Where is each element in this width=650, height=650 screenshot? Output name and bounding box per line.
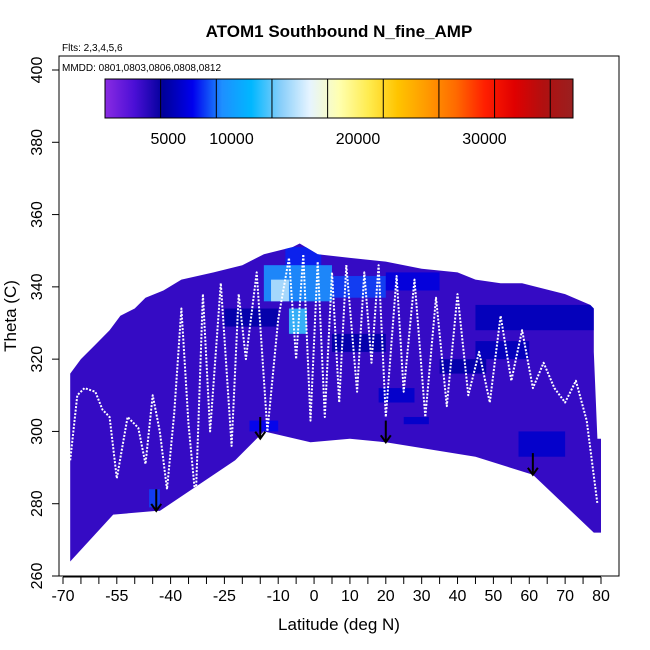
data-patch [249,420,279,432]
x-axis: -70 -55 -40 -25 -10 0 10 20 30 40 50 60 70 80 [51,576,610,605]
x-tick-label: 40 [449,588,467,605]
down-arrow [254,416,267,441]
x-tick-label: 60 [520,588,538,605]
chart-title: ATOM1 Southbound N_fine_AMP [206,22,473,41]
y-tick-label: 260 [29,563,46,590]
data-patch [285,247,322,269]
data-patch [403,416,429,425]
data-patch [475,304,594,331]
data-patch [475,341,530,360]
down-arrow-head [150,503,163,513]
colorbar-tick-label: 10000 [209,131,254,148]
x-tick-label: -55 [105,588,128,605]
flight-tracks [69,253,599,504]
y-tick-label: 340 [29,273,46,300]
x-tick-label: -70 [51,588,74,605]
y-tick-label: 400 [29,57,46,84]
down-arrow-head [527,467,539,477]
flight-track [194,253,348,501]
flight-track [69,307,197,501]
colorbar-tick-label: 5000 [150,131,186,148]
x-tick-label: 80 [592,588,610,605]
down-arrow [527,453,539,477]
flights-subtitle: Flts: 2,3,4,5,6 [62,43,123,54]
x-tick-label: -40 [159,588,182,605]
y-axis-label: Theta (C) [1,280,20,352]
x-tick-label: 70 [556,588,574,605]
x-tick-label: 50 [485,588,503,605]
data-patch [518,431,566,457]
x-tick-label: 0 [310,588,319,605]
colorbar-dividers [160,79,551,118]
data-patch [149,489,160,508]
data-region-fill [70,243,601,562]
dates-subtitle: MMDD: 0801,0803,0806,0808,0812 [62,63,221,74]
y-axis: 260 280 300 320 340 360 380 400 [29,57,60,590]
down-arrow-head [379,434,392,444]
colorbar-tick-label: 20000 [336,131,381,148]
x-tick-label: 30 [413,588,431,605]
y-tick-label: 380 [29,129,46,156]
colorbar-tick-labels: 5000 10000 20000 30000 [150,131,506,148]
down-arrow [379,420,392,444]
x-axis-label: Latitude (deg N) [278,615,400,634]
y-tick-label: 320 [29,346,46,373]
x-tick-label: -10 [267,588,290,605]
colorbar-tick-label: 30000 [462,131,507,148]
x-tick-label: 20 [377,588,395,605]
down-arrow-head [254,431,267,441]
x-tick-label: 10 [341,588,359,605]
data-patch [439,359,487,374]
data-patch [378,388,415,403]
colorbar: 5000 10000 20000 30000 [104,78,574,148]
colorbar-gradient [104,78,574,119]
data-region [70,243,601,562]
flight-track [345,264,599,504]
y-tick-label: 280 [29,490,46,517]
marker-arrows [150,416,539,513]
data-region-patches [149,247,594,508]
down-arrow [150,489,163,513]
data-patch [271,279,289,302]
x-tick-label: -25 [213,588,236,605]
data-patch [385,272,440,291]
y-tick-label: 300 [29,418,46,445]
y-tick-label: 360 [29,201,46,228]
